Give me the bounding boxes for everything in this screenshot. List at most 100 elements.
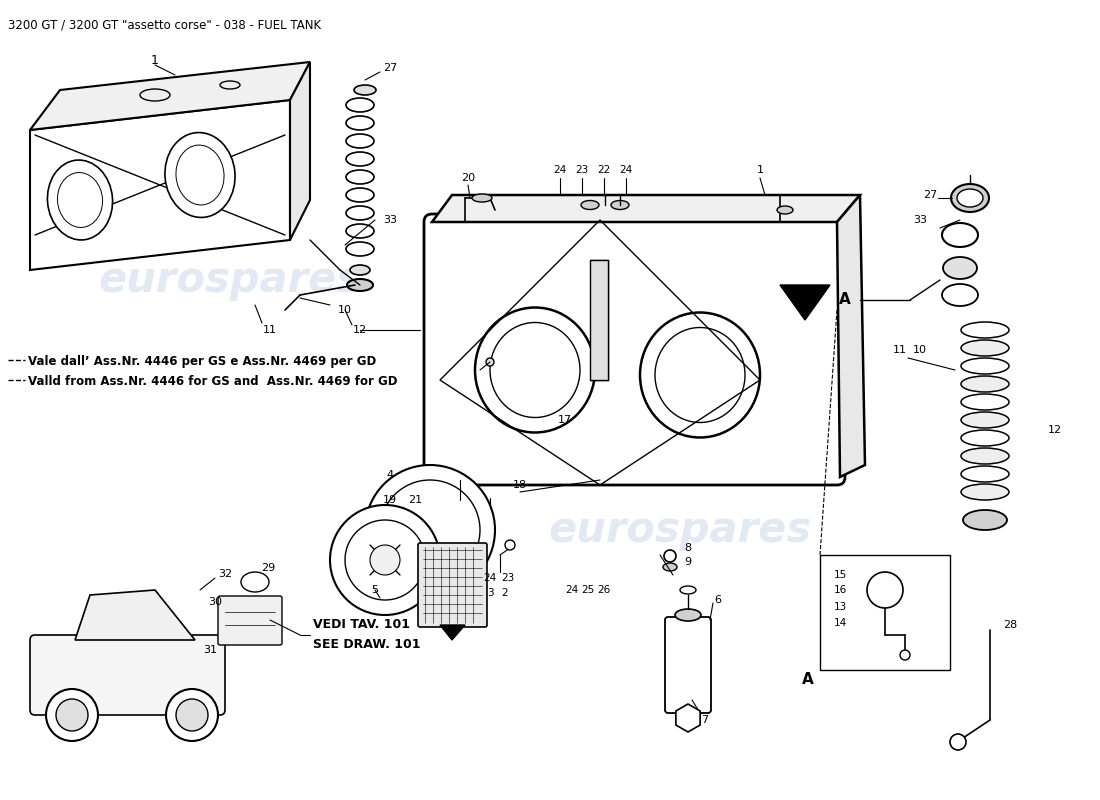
Text: 24: 24 [565, 585, 579, 595]
Ellipse shape [486, 358, 494, 366]
Text: 23: 23 [502, 573, 515, 583]
Text: 27: 27 [923, 190, 937, 200]
FancyBboxPatch shape [218, 596, 282, 645]
Circle shape [867, 572, 903, 608]
Ellipse shape [610, 201, 629, 210]
Text: 27: 27 [383, 63, 397, 73]
Circle shape [950, 734, 966, 750]
Text: 33: 33 [383, 215, 397, 225]
Text: 14: 14 [834, 618, 847, 628]
Polygon shape [837, 195, 865, 477]
Polygon shape [290, 62, 310, 240]
Polygon shape [30, 62, 310, 130]
Polygon shape [432, 195, 860, 222]
Text: 11: 11 [893, 345, 907, 355]
Text: Vale dall’ Ass.Nr. 4446 per GS e Ass.Nr. 4469 per GD: Vale dall’ Ass.Nr. 4446 per GS e Ass.Nr.… [28, 355, 376, 368]
Text: 31: 31 [204, 645, 217, 655]
Circle shape [345, 520, 425, 600]
Ellipse shape [472, 194, 492, 202]
Text: 30: 30 [208, 597, 222, 607]
Ellipse shape [961, 430, 1009, 446]
Text: 4: 4 [386, 470, 394, 480]
Circle shape [46, 689, 98, 741]
Ellipse shape [961, 340, 1009, 356]
Ellipse shape [961, 358, 1009, 374]
Ellipse shape [957, 189, 983, 207]
Text: 3: 3 [486, 588, 493, 598]
Text: 1: 1 [757, 165, 763, 175]
Circle shape [176, 699, 208, 731]
Ellipse shape [961, 322, 1009, 338]
Ellipse shape [176, 145, 224, 205]
Text: 11: 11 [263, 325, 277, 335]
Ellipse shape [961, 448, 1009, 464]
Polygon shape [440, 625, 465, 640]
Ellipse shape [675, 609, 701, 621]
Text: 3200 GT / 3200 GT "assetto corse" - 038 - FUEL TANK: 3200 GT / 3200 GT "assetto corse" - 038 … [8, 18, 321, 31]
Polygon shape [675, 704, 700, 732]
Text: 1: 1 [151, 54, 158, 66]
Text: VEDI TAV. 101: VEDI TAV. 101 [314, 618, 410, 631]
Ellipse shape [475, 307, 595, 433]
Ellipse shape [346, 279, 373, 291]
Polygon shape [30, 100, 290, 270]
Polygon shape [75, 590, 195, 640]
Ellipse shape [47, 160, 112, 240]
Circle shape [365, 465, 495, 595]
FancyBboxPatch shape [666, 617, 711, 713]
Text: 10: 10 [338, 305, 352, 315]
Ellipse shape [680, 586, 696, 594]
Text: 12: 12 [1048, 425, 1063, 435]
Text: 22: 22 [597, 165, 611, 175]
Ellipse shape [961, 466, 1009, 482]
Text: 26: 26 [597, 585, 611, 595]
Ellipse shape [900, 650, 910, 660]
Ellipse shape [140, 89, 170, 101]
Ellipse shape [952, 184, 989, 212]
Text: A: A [802, 673, 814, 687]
Ellipse shape [346, 98, 374, 112]
Text: 24: 24 [483, 573, 496, 583]
Ellipse shape [165, 133, 235, 218]
Text: 32: 32 [218, 569, 232, 579]
Ellipse shape [654, 327, 745, 422]
Text: 24: 24 [553, 165, 566, 175]
Text: eurospares: eurospares [98, 259, 362, 301]
Text: 29: 29 [261, 563, 275, 573]
Text: 28: 28 [1003, 620, 1018, 630]
Ellipse shape [346, 224, 374, 238]
Text: 21: 21 [408, 495, 422, 505]
Text: 5: 5 [372, 585, 378, 595]
Ellipse shape [241, 572, 270, 592]
Text: 10: 10 [913, 345, 927, 355]
Text: 25: 25 [582, 585, 595, 595]
FancyBboxPatch shape [424, 214, 845, 485]
Text: 19: 19 [383, 495, 397, 505]
Text: 17: 17 [558, 415, 572, 425]
Text: 13: 13 [834, 602, 847, 612]
Circle shape [166, 689, 218, 741]
Ellipse shape [350, 265, 370, 275]
Ellipse shape [961, 484, 1009, 500]
FancyBboxPatch shape [30, 635, 225, 715]
Text: 20: 20 [461, 173, 475, 183]
Bar [820, 555, 950, 670]
Ellipse shape [943, 257, 977, 279]
Text: A: A [839, 293, 851, 307]
Text: 6: 6 [715, 595, 722, 605]
Ellipse shape [942, 223, 978, 247]
Text: Valld from Ass.Nr. 4446 for GS and  Ass.Nr. 4469 for GD: Valld from Ass.Nr. 4446 for GS and Ass.N… [28, 375, 397, 388]
Ellipse shape [57, 173, 102, 227]
Ellipse shape [346, 116, 374, 130]
Ellipse shape [220, 81, 240, 89]
Text: 9: 9 [684, 557, 692, 567]
Ellipse shape [346, 152, 374, 166]
Text: 16: 16 [834, 585, 847, 595]
Ellipse shape [490, 322, 580, 418]
Ellipse shape [505, 540, 515, 550]
Circle shape [379, 480, 480, 580]
Ellipse shape [640, 313, 760, 438]
Ellipse shape [961, 412, 1009, 428]
Ellipse shape [942, 284, 978, 306]
Text: 7: 7 [702, 715, 708, 725]
